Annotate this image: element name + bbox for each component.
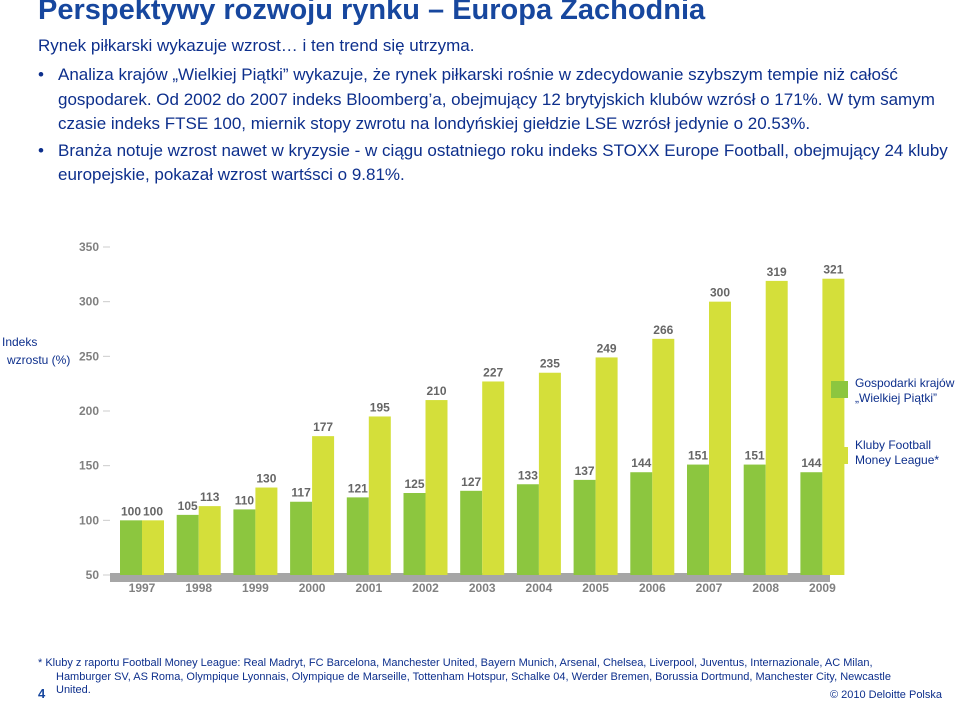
bar-economies [290, 501, 313, 575]
value-label: 130 [256, 472, 276, 486]
value-label: 144 [631, 456, 651, 470]
bar-clubs [538, 372, 561, 575]
page-number: 4 [38, 686, 46, 701]
bar-economies [573, 479, 596, 575]
value-label: 125 [404, 477, 424, 491]
bar-economies [630, 472, 653, 575]
value-label: 235 [540, 357, 560, 371]
x-tick-label: 2005 [582, 581, 609, 595]
bar-economies [403, 493, 426, 575]
value-label: 100 [121, 504, 141, 518]
value-label: 105 [178, 499, 198, 513]
bar-clubs [822, 278, 845, 575]
value-label: 151 [745, 449, 765, 463]
x-tick-label: 2006 [639, 581, 666, 595]
value-label: 227 [483, 365, 503, 379]
value-label: 321 [823, 263, 843, 277]
value-label: 249 [597, 341, 617, 355]
x-tick-label: 2008 [752, 581, 779, 595]
bar-clubs [765, 280, 788, 575]
bar-clubs [312, 436, 335, 575]
bar-economies [176, 514, 199, 575]
y-tick-label: 50 [86, 568, 100, 582]
bar-clubs [255, 487, 278, 575]
value-label: 177 [313, 420, 333, 434]
x-tick-label: 2002 [412, 581, 439, 595]
bar-clubs [652, 338, 675, 575]
x-tick-label: 2000 [299, 581, 326, 595]
value-label: 266 [653, 323, 673, 337]
slide-title: Perspektywy rozwoju rynku – Europa Zacho… [38, 0, 706, 26]
legend-label-clubs: Kluby Football Money League* [855, 438, 940, 467]
bullet-text: Analiza krajów „Wielkiej Piątki” wykazuj… [58, 65, 935, 133]
bar-clubs [198, 506, 221, 575]
y-tick-label: 150 [79, 459, 99, 473]
footnote: * Kluby z raportu Football Money League:… [38, 657, 938, 698]
bar-economies [516, 484, 539, 575]
bar-economies [233, 509, 256, 575]
value-label: 127 [461, 475, 481, 489]
x-tick-label: 1999 [242, 581, 269, 595]
bar-economies [743, 464, 766, 575]
bullet-item: • Branża notuje wzrost nawet w kryzysie … [38, 139, 953, 188]
bar-clubs [142, 520, 164, 575]
bar-economies [800, 472, 823, 575]
value-label: 137 [575, 464, 595, 478]
x-axis-band [110, 573, 830, 582]
value-label: 113 [200, 490, 220, 504]
bar-clubs [482, 381, 505, 575]
value-label: 300 [710, 286, 730, 300]
bar-clubs [595, 357, 618, 575]
value-label: 144 [801, 456, 821, 470]
value-label: 210 [426, 384, 446, 398]
value-label: 117 [291, 486, 311, 500]
y-tick-label: 250 [79, 349, 99, 363]
bullet-item: • Analiza krajów „Wielkiej Piątki” wykaz… [38, 63, 953, 137]
bar-economies [346, 497, 369, 575]
x-tick-label: 1998 [185, 581, 212, 595]
y-tick-label: 350 [79, 240, 99, 254]
legend-label-economies: Gospodarki krajów „Wielkiej Piątki” [855, 376, 955, 405]
x-tick-label: 2004 [526, 581, 553, 595]
footnote-line: United. [56, 684, 91, 696]
footnote-line: Hamburger SV, AS Roma, Olympique Lyonnai… [56, 670, 891, 683]
bar-economies [120, 520, 142, 575]
value-label: 110 [235, 493, 255, 507]
footnote-line: * Kluby z raportu Football Money League:… [38, 657, 873, 669]
bar-clubs [425, 400, 448, 575]
x-tick-label: 2007 [696, 581, 723, 595]
bar-economies [687, 464, 709, 575]
y-tick-label: 200 [79, 404, 99, 418]
bar-economies [460, 490, 483, 575]
value-label: 319 [767, 265, 787, 279]
x-tick-label: 2001 [355, 581, 382, 595]
x-tick-label: 2009 [809, 581, 836, 595]
y-tick-label: 300 [79, 295, 99, 309]
bullet-list: • Analiza krajów „Wielkiej Piątki” wykaz… [38, 63, 953, 190]
bar-clubs [709, 301, 731, 575]
y-axis-label-line2: wzrostu (%) [7, 353, 71, 367]
legend-swatch-economies [831, 381, 848, 398]
copyright: © 2010 Deloitte Polska [829, 689, 942, 701]
value-label: 195 [370, 400, 390, 414]
value-label: 100 [143, 504, 163, 518]
value-label: 151 [688, 449, 708, 463]
bullet-icon: • [38, 140, 44, 160]
y-tick-label: 100 [79, 513, 99, 527]
x-tick-label: 1997 [129, 581, 156, 595]
bullet-icon: • [38, 65, 44, 84]
value-label: 133 [518, 468, 538, 482]
y-axis-label: Indeks wzrostu (%) [2, 333, 70, 369]
bar-clubs [368, 416, 391, 575]
x-tick-label: 2003 [469, 581, 496, 595]
slide-subtitle: Rynek piłkarski wykazuje wzrost… i ten t… [38, 36, 475, 55]
bullet-text: Branża notuje wzrost nawet w kryzysie - … [58, 140, 948, 185]
y-axis-label-line1: Indeks [2, 335, 38, 349]
legend-swatch-clubs [831, 447, 848, 464]
value-label: 121 [348, 481, 368, 495]
